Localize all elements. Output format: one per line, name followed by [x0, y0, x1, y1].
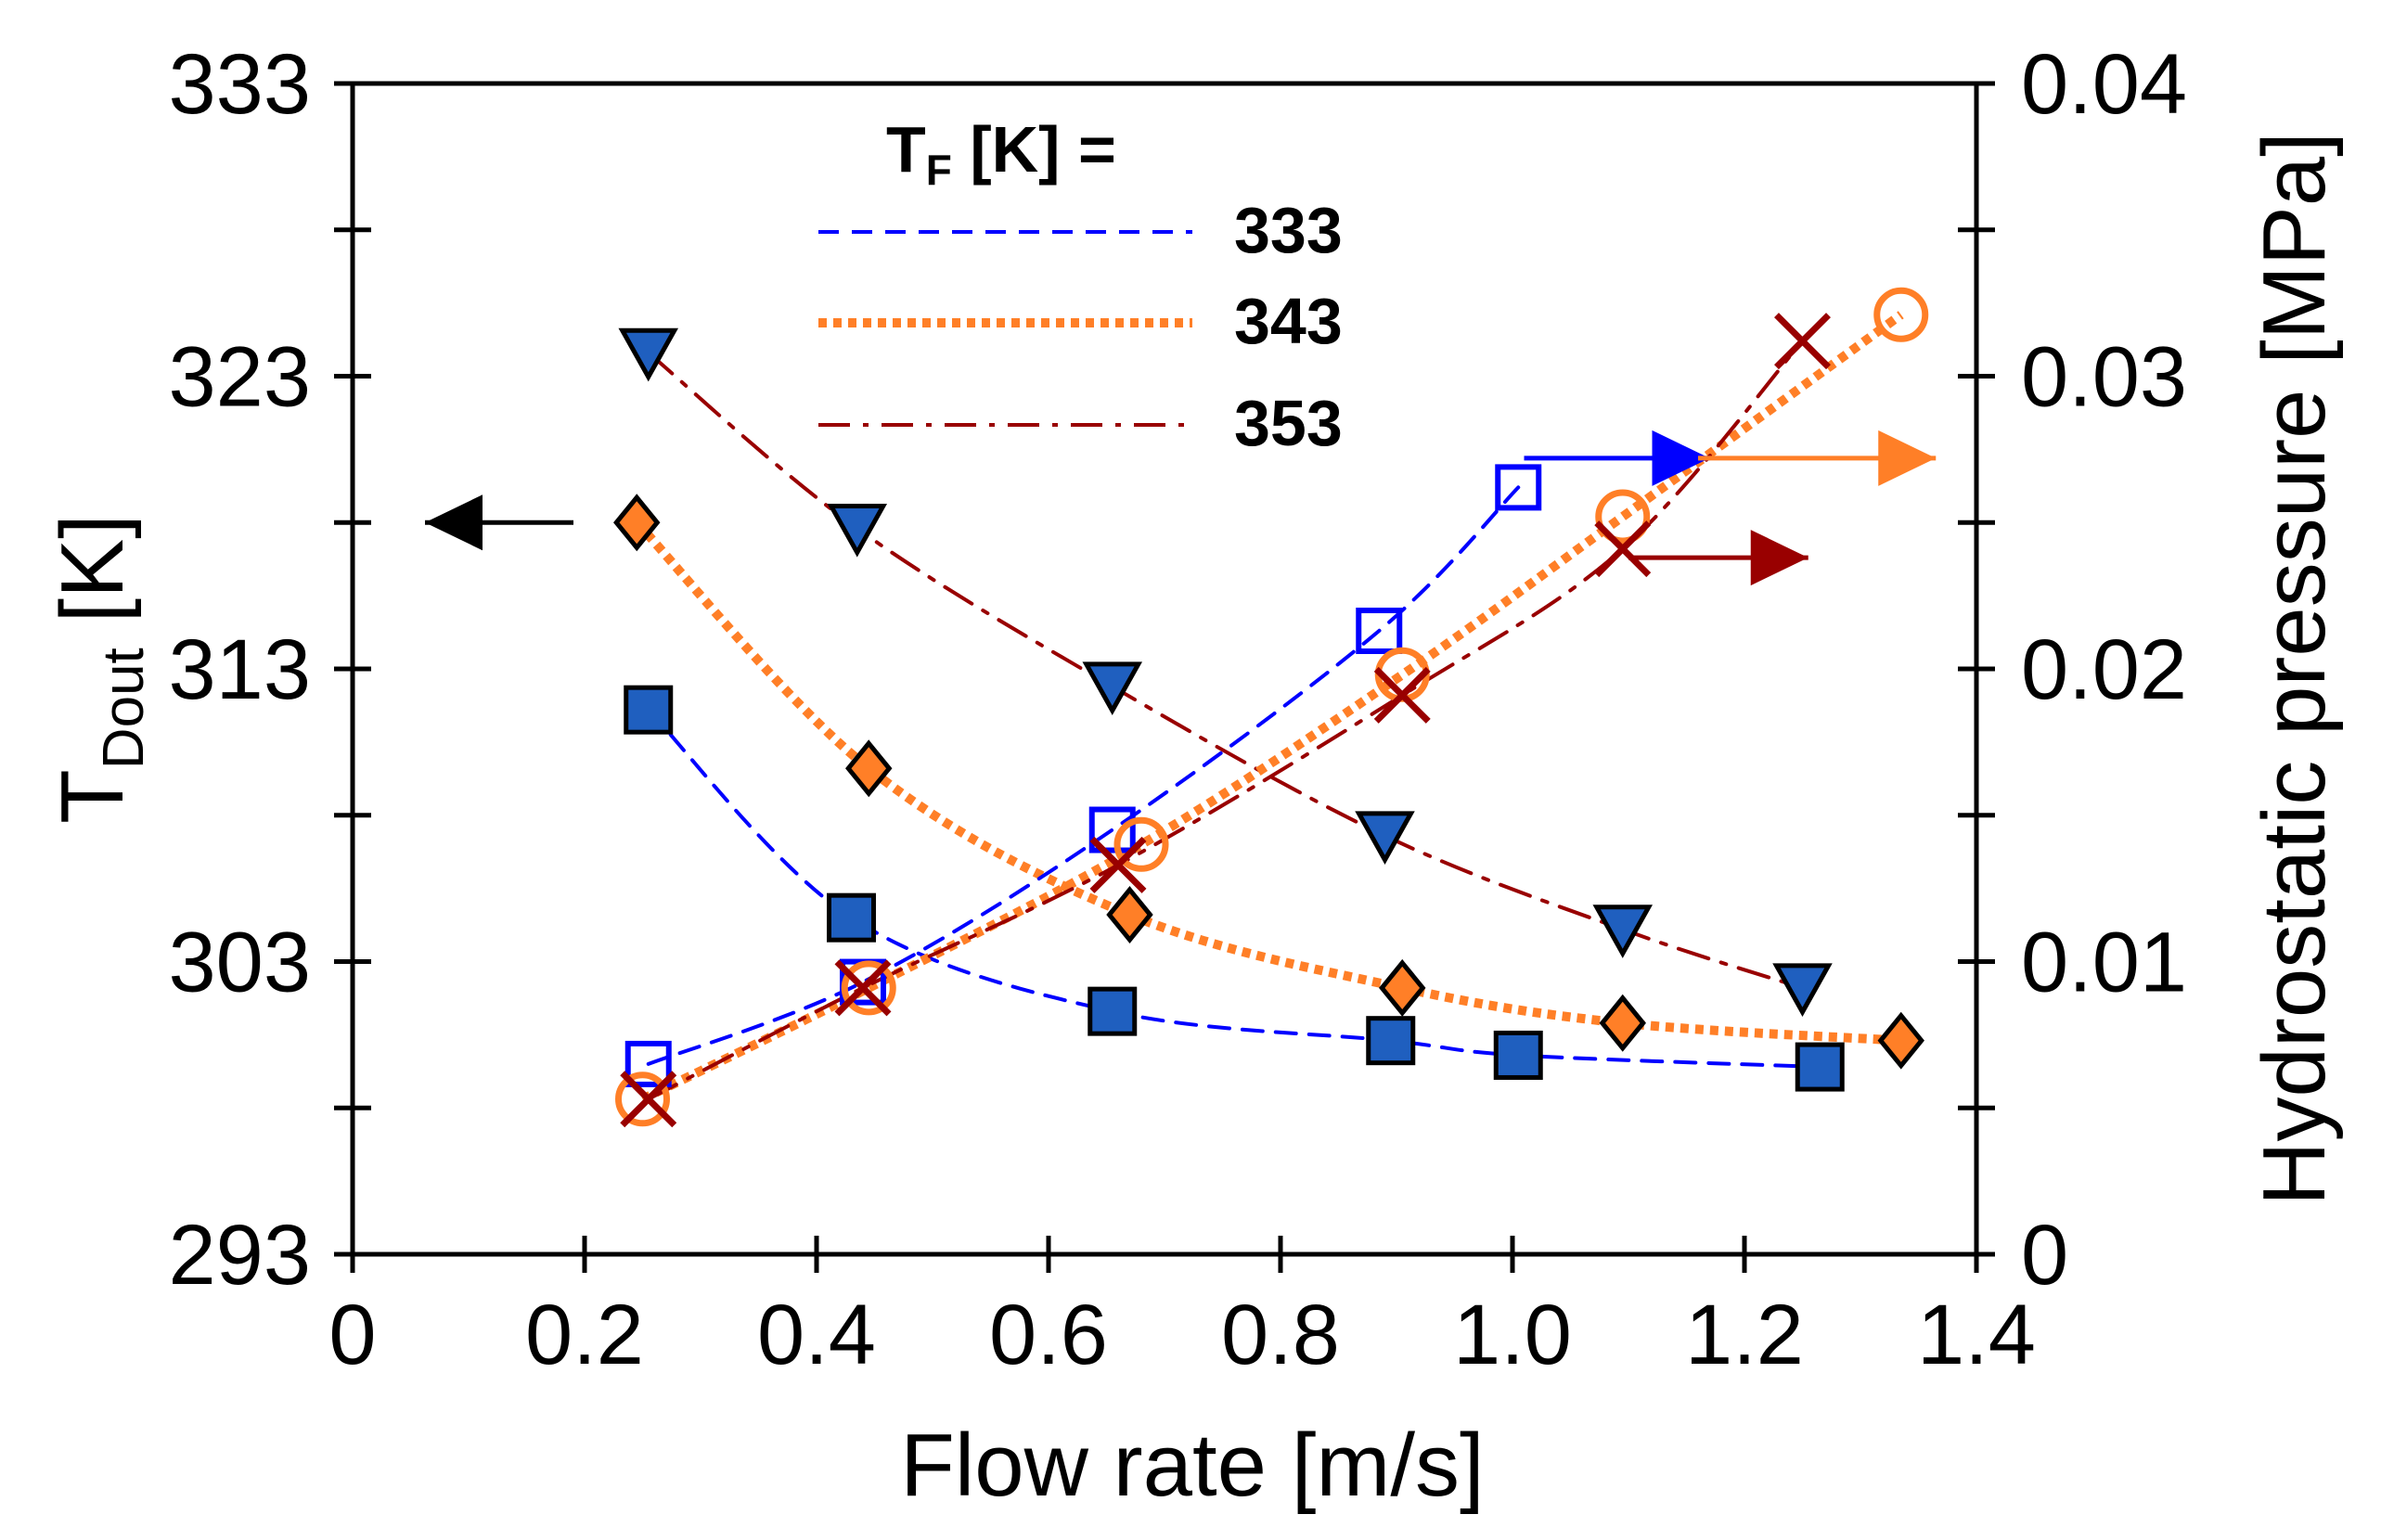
right-y-tick-label: 0: [2021, 1208, 2068, 1303]
x-marker-stroke: [1089, 836, 1147, 893]
left-y-title-main: T: [43, 769, 142, 824]
legend-title-subscript: F: [926, 146, 952, 194]
x-tick-label: 0.2: [525, 1288, 644, 1382]
square-marker-open: [1088, 806, 1136, 853]
arrow-head: [1878, 430, 1937, 486]
left-y-axis-title: TDout [K]: [43, 514, 156, 824]
right-y-axis-title: Hydrostatic pressure [MPa]: [2245, 132, 2344, 1206]
circle-marker-open: [841, 960, 896, 1016]
legend-label-333: 333: [1234, 194, 1343, 266]
left-y-tick-label: 333: [169, 37, 312, 132]
x-marker-stroke: [834, 959, 892, 1017]
legend-title-rest: [K] =: [952, 113, 1116, 186]
left-y-tick-label: 293: [169, 1208, 312, 1303]
square-marker-open: [1495, 464, 1542, 511]
left-y-tick-label: 313: [169, 622, 312, 717]
x-tick-label: 1.0: [1453, 1288, 1572, 1382]
circle-marker-open: [615, 1072, 670, 1127]
legend-title-main: T: [886, 113, 926, 186]
triangle-down-marker-filled: [1772, 963, 1833, 1018]
right-y-tick-label: 0.02: [2021, 622, 2187, 717]
left-y-tick-label: 303: [169, 916, 312, 1010]
left-y-title-subscript: Dout: [92, 648, 156, 769]
left-y-title-unit: [K]: [43, 514, 142, 648]
square-marker-filled: [624, 685, 674, 735]
triangle-down-marker-filled: [618, 327, 679, 382]
x-tick-label: 0.4: [757, 1288, 876, 1382]
legend-label-353: 353: [1234, 387, 1343, 459]
square-marker-filled: [1366, 1016, 1416, 1066]
x-marker-stroke: [620, 1071, 677, 1128]
square-marker-filled: [1795, 1042, 1845, 1092]
right-y-tick-label: 0.03: [2021, 330, 2187, 425]
right-y-tick-label: 0.04: [2021, 37, 2187, 132]
series-markers: [613, 287, 1929, 1128]
triangle-down-marker-filled: [1082, 661, 1143, 716]
legend-label-343: 343: [1234, 285, 1343, 357]
x-marker: [1373, 666, 1431, 724]
diamond-marker-filled: [1599, 994, 1646, 1052]
diamond-marker-filled: [1106, 886, 1153, 943]
square-marker-filled: [827, 892, 876, 943]
x-marker-stroke: [1774, 313, 1831, 370]
arrow-head: [1750, 530, 1808, 586]
series-line-1: [646, 708, 1822, 1070]
orange-right-axis-arrow: [1698, 430, 1937, 486]
arrow-head: [425, 494, 483, 551]
legend-title: TF [K] =: [886, 113, 1116, 194]
x-axis-title: Flow rate [m/s]: [900, 1416, 1484, 1515]
x-tick-label: 1.2: [1685, 1288, 1804, 1382]
darkred-right-axis-arrow: [1628, 530, 1808, 586]
x-tick-label: 1.4: [1917, 1288, 2036, 1382]
square-marker-filled: [1493, 1030, 1543, 1080]
x-tick-label: 0.8: [1221, 1288, 1340, 1382]
circle-marker-open: [1113, 816, 1169, 872]
left-y-tick-label: 323: [169, 330, 312, 425]
x-marker-stroke: [1373, 666, 1431, 724]
square-marker-filled: [1088, 986, 1138, 1036]
legend: TF [K] = 333 343 353: [818, 113, 1343, 459]
left-axis-arrow: [425, 494, 573, 551]
series-line-3: [646, 351, 1805, 990]
square-marker-open: [624, 1040, 672, 1087]
arrow-head: [1652, 430, 1710, 486]
diamond-marker-filled: [1877, 1011, 1924, 1070]
circle-marker-open: [1873, 287, 1929, 342]
x-tick-label: 0: [328, 1288, 376, 1382]
square-marker-open: [1356, 607, 1403, 654]
triangle-down-marker-filled: [1355, 811, 1415, 865]
circle-marker-open: [1595, 489, 1651, 545]
diamond-marker-filled: [613, 494, 661, 552]
diamond-marker-filled: [1379, 958, 1426, 1017]
series-line-4: [646, 485, 1521, 1066]
x-marker: [834, 959, 892, 1017]
x-marker-stroke: [1594, 520, 1652, 578]
x-tick-label: 0.6: [989, 1288, 1108, 1382]
right-y-tick-label: 0.01: [2021, 916, 2187, 1010]
axes: 0 0.2 0.4 0.6 0.8 1.0 1.2 1.4 293 303 313 323 333 0 0.…: [43, 37, 2344, 1515]
x-marker: [1594, 520, 1652, 578]
triangle-down-marker-filled: [1592, 905, 1654, 958]
blue-right-axis-arrow: [1524, 430, 1710, 486]
x-marker: [1089, 836, 1147, 893]
triangle-down-marker-filled: [827, 504, 888, 558]
diamond-marker-filled: [845, 739, 893, 798]
annotations: [425, 430, 1937, 586]
x-marker: [620, 1071, 677, 1128]
x-marker: [1774, 313, 1831, 370]
series-line-2: [633, 519, 1902, 1046]
